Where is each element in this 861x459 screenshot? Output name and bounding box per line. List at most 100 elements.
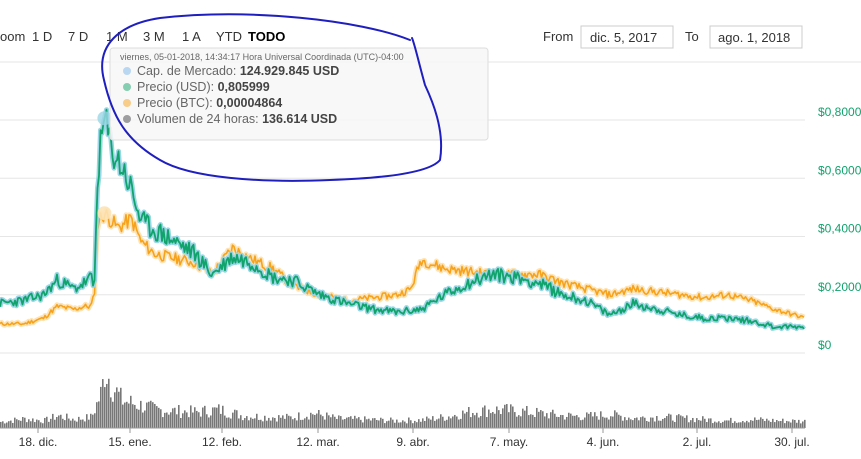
volume-bar xyxy=(214,407,216,428)
volume-bar xyxy=(638,420,640,428)
volume-bar xyxy=(58,415,60,428)
volume-bar xyxy=(20,420,22,428)
volume-bar xyxy=(198,412,200,428)
volume-bar xyxy=(754,417,756,428)
volume-bar xyxy=(146,402,148,428)
volume-bar xyxy=(532,414,534,428)
volume-bar xyxy=(354,415,356,428)
volume-bar xyxy=(248,420,250,428)
volume-bar xyxy=(398,422,400,428)
volume-bar xyxy=(106,383,108,428)
tooltip-swatch xyxy=(123,115,131,123)
volume-bar xyxy=(22,417,24,428)
volume-bar xyxy=(694,422,696,428)
series-btc-line xyxy=(0,209,805,327)
volume-bar xyxy=(778,421,780,428)
handdrawn-circle-annotation xyxy=(101,13,443,182)
volume-bar xyxy=(722,421,724,428)
to-label: To xyxy=(685,29,699,44)
volume-bar xyxy=(432,416,434,428)
range-button-ytd[interactable]: YTD xyxy=(216,29,242,44)
x-tick-label: 18. dic. xyxy=(19,435,58,449)
range-button-todo[interactable]: TODO xyxy=(248,29,285,44)
volume-bar xyxy=(76,421,78,428)
volume-bar xyxy=(318,409,320,428)
y-tick-label: $0,2000 xyxy=(818,280,861,294)
range-button-7d[interactable]: 7 D xyxy=(68,29,88,44)
volume-bar xyxy=(614,410,616,428)
from-date-input[interactable]: dic. 5, 2017 xyxy=(580,25,674,49)
volume-bar xyxy=(296,420,298,428)
volume-bar xyxy=(298,412,300,428)
volume-bar xyxy=(388,420,390,428)
volume-bar xyxy=(320,414,322,428)
volume-bar xyxy=(90,413,92,428)
volume-bar xyxy=(352,418,354,428)
volume-bar xyxy=(426,416,428,428)
volume-bar xyxy=(142,412,144,428)
volume-bar xyxy=(618,414,620,428)
volume-bar xyxy=(514,412,516,428)
volume-bar xyxy=(132,404,134,428)
volume-bar xyxy=(440,414,442,428)
volume-bar xyxy=(114,392,116,428)
volume-bar xyxy=(44,417,46,428)
volume-bar xyxy=(272,417,274,428)
volume-bar xyxy=(136,408,138,428)
volume-bar xyxy=(448,416,450,428)
range-button-1d[interactable]: 1 D xyxy=(32,29,52,44)
volume-bar xyxy=(424,420,426,428)
volume-bar xyxy=(472,412,474,428)
volume-bar xyxy=(96,402,98,428)
volume-bar xyxy=(444,420,446,428)
volume-bar xyxy=(770,421,772,428)
volume-bar xyxy=(178,405,180,428)
volume-bar xyxy=(280,417,282,428)
volume-bar xyxy=(258,419,260,428)
volume-bar xyxy=(56,417,58,428)
volume-bar xyxy=(730,417,732,428)
volume-bar xyxy=(740,422,742,428)
volume-bar xyxy=(488,409,490,428)
volume-bar xyxy=(762,418,764,428)
volume-bar xyxy=(194,407,196,428)
volume-bar xyxy=(560,414,562,428)
volume-bar xyxy=(462,410,464,428)
volume-bar xyxy=(568,412,570,428)
range-button-1a[interactable]: 1 A xyxy=(182,29,201,44)
volume-bar xyxy=(476,412,478,428)
volume-bar xyxy=(692,417,694,428)
volume-bar xyxy=(34,422,36,428)
volume-bar xyxy=(556,416,558,428)
volume-bar xyxy=(250,417,252,428)
volume-bar xyxy=(286,413,288,428)
x-axis: 18. dic. 15. ene. 12. feb. 12. mar. 9. abr. 7… xyxy=(19,428,810,449)
tooltip-swatch xyxy=(123,67,131,75)
volume-bar xyxy=(564,419,566,428)
volume-bar xyxy=(378,420,380,428)
volume-bar xyxy=(612,416,614,428)
volume-bar xyxy=(774,422,776,428)
volume-bar xyxy=(144,410,146,428)
volume-bar xyxy=(592,416,594,428)
volume-bar xyxy=(370,420,372,428)
volume-bar xyxy=(756,419,758,428)
volume-bar xyxy=(680,415,682,428)
volume-bar xyxy=(706,421,708,428)
volume-bar xyxy=(524,410,526,428)
volume-bar xyxy=(758,419,760,428)
volume-bar xyxy=(604,417,606,428)
volume-bar xyxy=(0,421,2,428)
volume-bar xyxy=(86,414,88,428)
volume-bar xyxy=(404,421,406,428)
volume-bar xyxy=(768,420,770,428)
volume-bar xyxy=(2,421,4,428)
x-tick-label: 15. ene. xyxy=(108,435,151,449)
range-button-3m[interactable]: 3 M xyxy=(143,29,165,44)
volume-bar xyxy=(512,406,514,428)
volume-bar xyxy=(306,416,308,428)
volume-bar xyxy=(228,417,230,428)
to-date-input[interactable]: ago. 1, 2018 xyxy=(709,25,803,49)
volume-bar xyxy=(104,387,106,428)
volume-bar xyxy=(268,417,270,428)
